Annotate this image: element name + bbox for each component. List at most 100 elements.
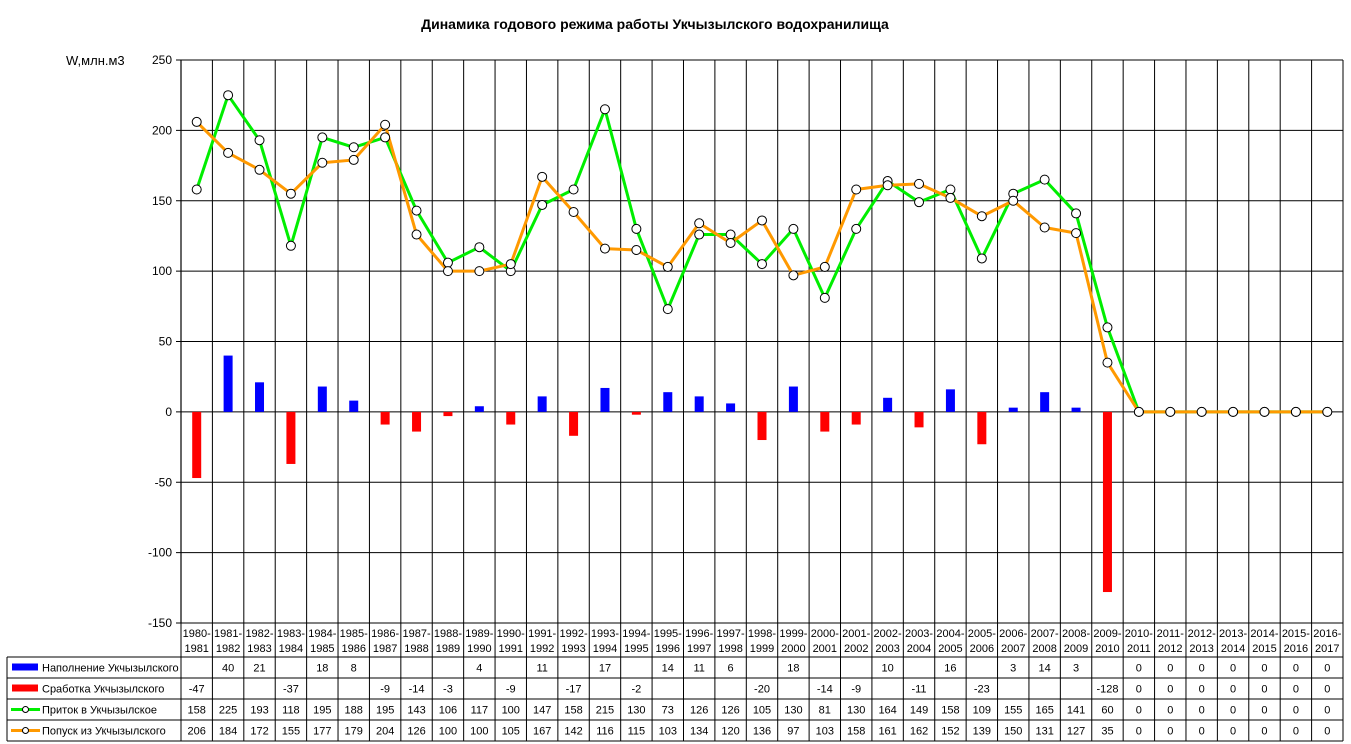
legend-swatch xyxy=(12,684,38,692)
table-value: -2 xyxy=(631,684,641,696)
bar xyxy=(349,400,359,412)
table-value: 106 xyxy=(439,705,457,717)
table-value: 204 xyxy=(376,726,394,738)
category-label: 1995- xyxy=(654,628,682,640)
table-value: 130 xyxy=(784,705,802,717)
category-label: 2004- xyxy=(936,628,964,640)
table-value: -14 xyxy=(409,684,425,696)
bar xyxy=(600,387,610,412)
point-marker xyxy=(348,142,359,153)
point-marker xyxy=(380,119,391,130)
y-tick-label: 150 xyxy=(152,194,172,208)
category-label: 2015 xyxy=(1252,643,1276,655)
table-value: 165 xyxy=(1035,705,1053,717)
category-label: 2012 xyxy=(1158,643,1182,655)
category-label: 1987- xyxy=(402,628,430,640)
table-value: 161 xyxy=(878,726,896,738)
category-label: 2003- xyxy=(905,628,933,640)
category-label: 2009- xyxy=(1093,628,1121,640)
bar xyxy=(883,397,893,412)
table-value: 109 xyxy=(973,705,991,717)
table-value: 195 xyxy=(313,705,331,717)
category-label: 2008- xyxy=(1062,628,1090,640)
category-label: 2016 xyxy=(1284,643,1308,655)
point-marker xyxy=(380,132,391,143)
table-value: 162 xyxy=(910,726,928,738)
table-value: 149 xyxy=(910,705,928,717)
bar xyxy=(317,386,327,412)
category-label: 1986 xyxy=(341,643,365,655)
point-marker xyxy=(411,205,422,216)
point-marker xyxy=(1071,208,1082,219)
legend-marker xyxy=(22,727,29,734)
table-value: 0 xyxy=(1293,726,1299,738)
category-label: 2000 xyxy=(781,643,805,655)
table-value: 0 xyxy=(1230,726,1236,738)
legend-swatch xyxy=(12,663,38,671)
table-value: 0 xyxy=(1261,663,1267,675)
category-label: 2016- xyxy=(1313,628,1341,640)
table-value: 0 xyxy=(1167,684,1173,696)
point-marker xyxy=(757,215,767,226)
point-marker xyxy=(819,261,830,272)
table-value: 10 xyxy=(881,663,893,675)
table-value: 40 xyxy=(222,663,234,675)
table-value: 126 xyxy=(407,726,425,738)
legend-label: Попуск из Укчызылского xyxy=(42,726,166,738)
table-value: 0 xyxy=(1167,726,1173,738)
category-label: 1988- xyxy=(434,628,462,640)
legend-marker xyxy=(22,706,29,713)
category-label: 1990 xyxy=(467,643,491,655)
category-label: 2002- xyxy=(874,628,902,640)
table-value: 100 xyxy=(439,726,457,738)
category-label: 2009 xyxy=(1064,643,1088,655)
bar xyxy=(474,406,484,412)
point-marker xyxy=(568,184,579,195)
bar xyxy=(255,382,265,412)
table-value: 103 xyxy=(659,726,677,738)
table-value: 130 xyxy=(847,705,865,717)
legend-label: Сработка Укчызылского xyxy=(42,684,164,696)
point-marker xyxy=(631,223,642,234)
point-marker xyxy=(631,245,642,256)
bar xyxy=(1071,407,1081,412)
table-value: -23 xyxy=(974,684,990,696)
point-marker xyxy=(976,211,987,222)
table-value: 0 xyxy=(1199,663,1205,675)
table-value: 3 xyxy=(1010,663,1016,675)
point-marker xyxy=(599,243,610,254)
category-label: 1992 xyxy=(530,643,554,655)
table-value: -47 xyxy=(189,684,205,696)
point-marker xyxy=(254,135,265,146)
table-value: 4 xyxy=(476,663,482,675)
point-marker xyxy=(662,304,673,315)
point-marker xyxy=(694,218,705,229)
category-label: 2001- xyxy=(842,628,870,640)
bar xyxy=(380,411,390,425)
category-label: 1990- xyxy=(497,628,525,640)
bar xyxy=(192,411,202,479)
point-marker xyxy=(537,171,548,182)
category-label: 1999 xyxy=(750,643,774,655)
table-value: 0 xyxy=(1167,705,1173,717)
table-value: 158 xyxy=(847,726,865,738)
table-value: 158 xyxy=(564,705,582,717)
table-value: 11 xyxy=(536,663,547,675)
table-value: 152 xyxy=(941,726,959,738)
table-value: 0 xyxy=(1293,684,1299,696)
legend-label: Приток в Укчызылское xyxy=(42,705,157,717)
table-value: 0 xyxy=(1167,663,1173,675)
category-label: 2014- xyxy=(1250,628,1278,640)
point-marker xyxy=(1133,406,1144,417)
category-label: 1992- xyxy=(559,628,587,640)
point-marker xyxy=(725,229,736,240)
table-value: 81 xyxy=(819,705,831,717)
category-label: 1981 xyxy=(184,643,208,655)
category-label: 2013 xyxy=(1189,643,1213,655)
table-value: 130 xyxy=(627,705,645,717)
table-value: 100 xyxy=(502,705,520,717)
bar xyxy=(663,392,673,412)
table-value: 127 xyxy=(1067,726,1085,738)
point-marker xyxy=(317,157,328,168)
category-label: 2010- xyxy=(1125,628,1153,640)
